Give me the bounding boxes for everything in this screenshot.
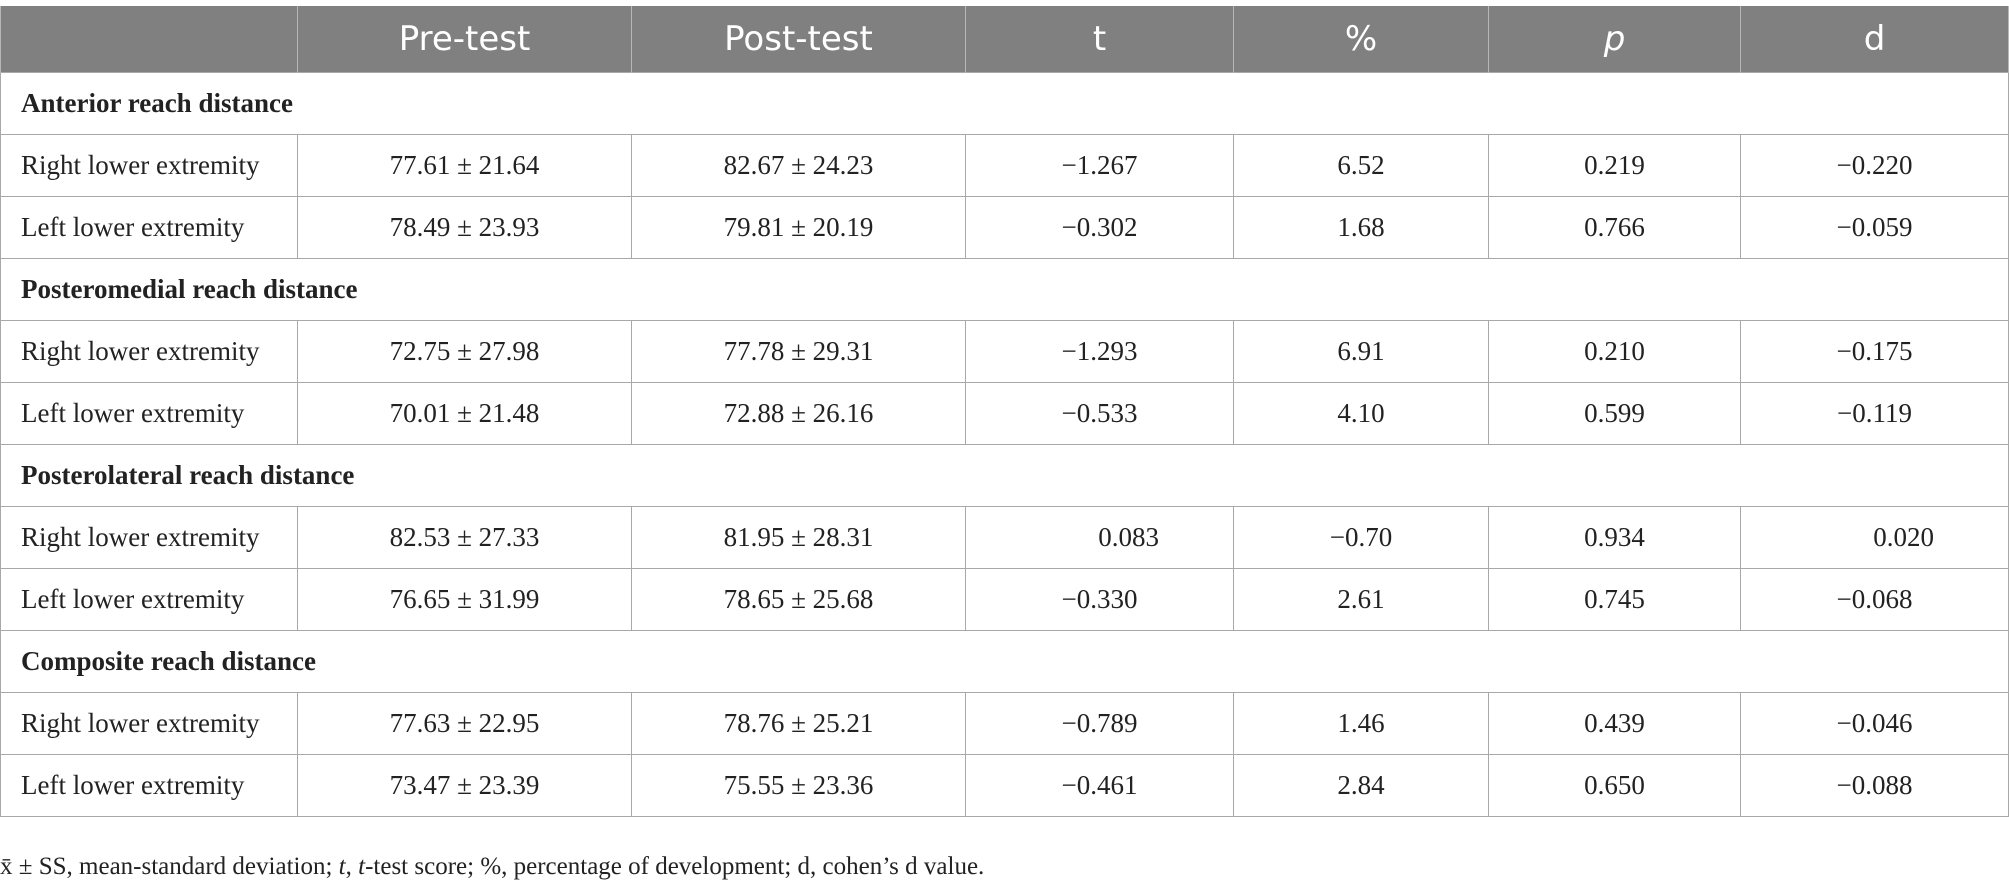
pre-test-cell: 72.75 ± 27.98 <box>297 320 632 383</box>
p-cell: 0.599 <box>1488 382 1741 445</box>
pre-test-cell: 77.61 ± 21.64 <box>297 134 632 197</box>
pre-test-cell: 82.53 ± 27.33 <box>297 506 632 569</box>
d-cell: −0.175 <box>1740 320 2009 383</box>
section-title: Posterolateral reach distance <box>0 444 2009 507</box>
row-label: Right lower extremity <box>0 506 298 569</box>
post-test-cell: 77.78 ± 29.31 <box>631 320 966 383</box>
t-cell: 0.083 <box>965 506 1234 569</box>
pre-test-cell: 77.63 ± 22.95 <box>297 692 632 755</box>
table-row: Right lower extremity 82.53 ± 27.33 81.9… <box>0 506 2009 569</box>
pre-test-cell: 70.01 ± 21.48 <box>297 382 632 445</box>
table-row: Right lower extremity 77.63 ± 22.95 78.7… <box>0 692 2009 755</box>
header-pre-test: Pre-test <box>297 6 632 73</box>
section-row: Anterior reach distance <box>0 72 2009 135</box>
percent-cell: 2.61 <box>1233 568 1489 631</box>
pre-test-cell: 78.49 ± 23.93 <box>297 196 632 259</box>
section-title: Composite reach distance <box>0 630 2009 693</box>
post-test-cell: 75.55 ± 23.36 <box>631 754 966 817</box>
t-cell: −1.293 <box>965 320 1234 383</box>
post-test-cell: 79.81 ± 20.19 <box>631 196 966 259</box>
section-row: Posterolateral reach distance <box>0 444 2009 507</box>
p-cell: 0.745 <box>1488 568 1741 631</box>
table-footnote: x̄ ± SS, mean-standard deviation; t, t-t… <box>0 853 984 881</box>
d-cell: −0.220 <box>1740 134 2009 197</box>
percent-cell: 6.52 <box>1233 134 1489 197</box>
table-row: Left lower extremity 78.49 ± 23.93 79.81… <box>0 196 2009 259</box>
d-cell: −0.119 <box>1740 382 2009 445</box>
section-title: Posteromedial reach distance <box>0 258 2009 321</box>
header-post-test: Post-test <box>631 6 966 73</box>
percent-cell: 1.68 <box>1233 196 1489 259</box>
p-cell: 0.766 <box>1488 196 1741 259</box>
section-row: Posteromedial reach distance <box>0 258 2009 321</box>
row-label: Right lower extremity <box>0 134 298 197</box>
d-cell: −0.059 <box>1740 196 2009 259</box>
d-cell: 0.020 <box>1740 506 2009 569</box>
results-table: Pre-test Post-test t % p d Anterior reac… <box>0 6 2009 817</box>
percent-cell: 2.84 <box>1233 754 1489 817</box>
p-cell: 0.210 <box>1488 320 1741 383</box>
percent-cell: 6.91 <box>1233 320 1489 383</box>
header-row: Pre-test Post-test t % p d <box>0 6 2009 73</box>
p-cell: 0.439 <box>1488 692 1741 755</box>
pre-test-cell: 73.47 ± 23.39 <box>297 754 632 817</box>
percent-cell: 4.10 <box>1233 382 1489 445</box>
post-test-cell: 81.95 ± 28.31 <box>631 506 966 569</box>
header-t: t <box>965 6 1234 73</box>
pre-test-cell: 76.65 ± 31.99 <box>297 568 632 631</box>
row-label: Left lower extremity <box>0 568 298 631</box>
row-label: Left lower extremity <box>0 196 298 259</box>
t-cell: −0.461 <box>965 754 1234 817</box>
row-label: Right lower extremity <box>0 692 298 755</box>
table-row: Left lower extremity 73.47 ± 23.39 75.55… <box>0 754 2009 817</box>
results-table-container: Pre-test Post-test t % p d Anterior reac… <box>0 6 2009 817</box>
d-cell: −0.068 <box>1740 568 2009 631</box>
row-label: Left lower extremity <box>0 382 298 445</box>
header-p: p <box>1488 6 1741 73</box>
post-test-cell: 82.67 ± 24.23 <box>631 134 966 197</box>
t-cell: −1.267 <box>965 134 1234 197</box>
p-cell: 0.934 <box>1488 506 1741 569</box>
d-cell: −0.088 <box>1740 754 2009 817</box>
footnote-part3: -test score; %, percentage of developmen… <box>365 853 985 880</box>
d-cell: −0.046 <box>1740 692 2009 755</box>
header-percent: % <box>1233 6 1489 73</box>
t-cell: −0.330 <box>965 568 1234 631</box>
table-body: Anterior reach distance Right lower extr… <box>0 72 2009 817</box>
footnote-part1: x̄ ± SS, mean-standard deviation; <box>0 853 339 880</box>
row-label: Right lower extremity <box>0 320 298 383</box>
t-cell: −0.789 <box>965 692 1234 755</box>
footnote-part2: , <box>345 853 359 880</box>
section-row: Composite reach distance <box>0 630 2009 693</box>
p-cell: 0.650 <box>1488 754 1741 817</box>
table-row: Right lower extremity 72.75 ± 27.98 77.7… <box>0 320 2009 383</box>
t-cell: −0.302 <box>965 196 1234 259</box>
table-row: Right lower extremity 77.61 ± 21.64 82.6… <box>0 134 2009 197</box>
table-row: Left lower extremity 76.65 ± 31.99 78.65… <box>0 568 2009 631</box>
percent-cell: −0.70 <box>1233 506 1489 569</box>
table-row: Left lower extremity 70.01 ± 21.48 72.88… <box>0 382 2009 445</box>
t-cell: −0.533 <box>965 382 1234 445</box>
footnote-t-italic: t <box>338 853 346 880</box>
footnote-t-italic-2: t <box>358 853 366 880</box>
table-header: Pre-test Post-test t % p d <box>0 6 2009 73</box>
header-empty <box>0 6 298 73</box>
percent-cell: 1.46 <box>1233 692 1489 755</box>
post-test-cell: 78.76 ± 25.21 <box>631 692 966 755</box>
section-title: Anterior reach distance <box>0 72 2009 135</box>
post-test-cell: 78.65 ± 25.68 <box>631 568 966 631</box>
row-label: Left lower extremity <box>0 754 298 817</box>
p-cell: 0.219 <box>1488 134 1741 197</box>
post-test-cell: 72.88 ± 26.16 <box>631 382 966 445</box>
header-d: d <box>1740 6 2009 73</box>
